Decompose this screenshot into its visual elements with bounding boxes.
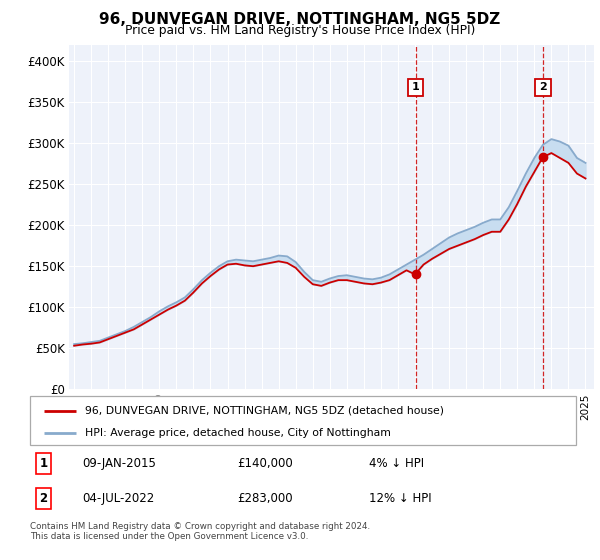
Text: 96, DUNVEGAN DRIVE, NOTTINGHAM, NG5 5DZ (detached house): 96, DUNVEGAN DRIVE, NOTTINGHAM, NG5 5DZ … — [85, 405, 443, 416]
Text: 04-JUL-2022: 04-JUL-2022 — [82, 492, 154, 505]
Text: £140,000: £140,000 — [238, 457, 293, 470]
Text: Contains HM Land Registry data © Crown copyright and database right 2024.
This d: Contains HM Land Registry data © Crown c… — [30, 522, 370, 542]
Text: 09-JAN-2015: 09-JAN-2015 — [82, 457, 156, 470]
Text: HPI: Average price, detached house, City of Nottingham: HPI: Average price, detached house, City… — [85, 428, 391, 438]
Text: 1: 1 — [40, 457, 48, 470]
Text: Price paid vs. HM Land Registry's House Price Index (HPI): Price paid vs. HM Land Registry's House … — [125, 24, 475, 37]
Text: £283,000: £283,000 — [238, 492, 293, 505]
Text: 1: 1 — [412, 82, 419, 92]
Text: 96, DUNVEGAN DRIVE, NOTTINGHAM, NG5 5DZ: 96, DUNVEGAN DRIVE, NOTTINGHAM, NG5 5DZ — [100, 12, 500, 27]
Text: 2: 2 — [40, 492, 48, 505]
Text: 12% ↓ HPI: 12% ↓ HPI — [368, 492, 431, 505]
FancyBboxPatch shape — [30, 396, 576, 445]
Text: 2: 2 — [539, 82, 547, 92]
Text: 4% ↓ HPI: 4% ↓ HPI — [368, 457, 424, 470]
